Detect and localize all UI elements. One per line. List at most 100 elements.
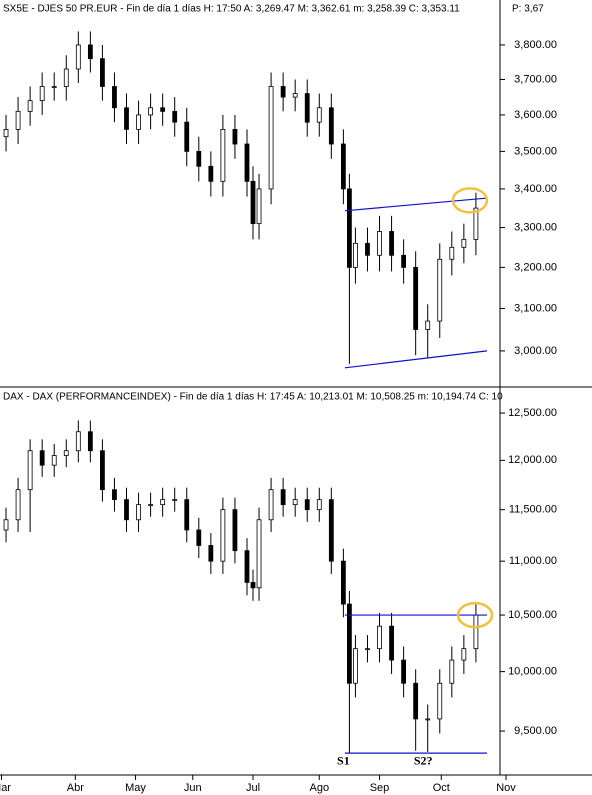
y-tick-label: 3,300.00 — [514, 221, 557, 233]
candle-body — [280, 489, 286, 506]
y-tick-label: 3,200.00 — [514, 261, 557, 273]
y-tick-label: 3,600.00 — [514, 109, 557, 121]
candle-body — [39, 86, 45, 102]
candle-body — [184, 499, 190, 531]
candle-body — [292, 93, 298, 98]
candle-body — [340, 560, 346, 605]
candle-body — [63, 68, 69, 87]
candle-body — [27, 100, 33, 112]
x-tick-label: Nov — [496, 782, 516, 794]
candle-body — [124, 499, 129, 521]
candle-body — [244, 143, 250, 182]
x-tick-label: Oct — [433, 782, 450, 794]
x-tick-label: Mar — [0, 782, 11, 794]
candle-body — [136, 114, 141, 130]
candle-body — [461, 238, 467, 248]
candle-body — [220, 509, 226, 562]
candle-body — [256, 519, 262, 589]
candle-body — [280, 86, 286, 98]
candle-body — [15, 110, 21, 130]
candle-body — [413, 266, 419, 330]
candle-body — [425, 320, 431, 330]
candle-body — [268, 489, 274, 521]
candle-body — [124, 107, 129, 130]
candle-body — [100, 58, 105, 87]
candle-body — [328, 499, 334, 562]
x-tick-label: Abr — [67, 782, 84, 794]
candle-body — [449, 246, 455, 260]
candle-body — [136, 504, 141, 521]
candle-body — [232, 129, 238, 145]
candle-body — [365, 242, 370, 256]
candle-body — [425, 718, 431, 721]
candle-body — [112, 489, 117, 501]
candle-body — [437, 258, 443, 322]
candle-body — [353, 648, 358, 684]
highlight-ellipse — [451, 187, 489, 214]
candle-body — [401, 659, 407, 684]
candle-body — [172, 499, 178, 502]
highlight-ellipse — [456, 601, 494, 629]
candle-body — [196, 529, 202, 546]
candle-body — [346, 603, 352, 684]
y-tick-label: 10,000.00 — [508, 666, 557, 678]
candle-body — [377, 231, 382, 256]
trend-line — [344, 197, 488, 212]
candle-body — [63, 450, 69, 456]
candle-body — [75, 431, 81, 452]
candle-body — [389, 625, 394, 661]
candle-body — [346, 188, 352, 268]
candle-body — [87, 431, 93, 452]
candle-body — [473, 614, 479, 650]
candle-body — [268, 86, 274, 190]
header: SX5E - DJES 50 PR.EUR - Fin de día 1 día… — [3, 4, 460, 15]
candle-body — [160, 107, 166, 112]
candle-body — [232, 509, 238, 552]
candle-body — [316, 499, 322, 511]
x-tick-label: Ago — [309, 782, 329, 794]
candle-body — [172, 110, 178, 123]
candle-body — [51, 455, 57, 466]
candle-body — [389, 231, 394, 256]
candle-body — [244, 550, 250, 583]
candle-body — [461, 648, 467, 661]
candle-body — [340, 143, 346, 190]
candle-body — [208, 545, 214, 562]
trend-line — [344, 350, 488, 369]
y-tick-label: 11,000.00 — [509, 555, 557, 567]
candle-body — [100, 450, 105, 491]
y-tick-label: 3,800.00 — [514, 39, 557, 51]
candle-body — [413, 682, 419, 720]
candle-body — [437, 682, 443, 720]
candle-body — [473, 207, 479, 240]
y-tick-label: 3,000.00 — [514, 345, 557, 357]
candle-body — [148, 504, 154, 507]
candle-body — [353, 242, 358, 268]
candle-body — [87, 44, 93, 60]
candle-body — [304, 93, 310, 123]
y-tick-label: 12,500.00 — [508, 407, 557, 419]
candle-body — [328, 107, 334, 145]
candle-body — [196, 150, 202, 167]
annotation: S2? — [414, 754, 433, 768]
x-tick-label: Sep — [370, 782, 390, 794]
x-tick-label: Jun — [184, 782, 202, 794]
candle-body — [27, 450, 33, 491]
candle-body — [304, 499, 310, 511]
candle-body — [15, 489, 21, 521]
y-tick-label: 3,700.00 — [514, 73, 557, 85]
annotation: S1 — [337, 754, 350, 768]
header-extra: P: 3,67 — [512, 4, 544, 15]
y-tick-label: 10,500.00 — [508, 609, 557, 621]
x-tick-label: May — [125, 782, 146, 794]
y-tick-label: 9,500.00 — [514, 725, 557, 737]
candle-body — [112, 86, 117, 109]
candle-body — [148, 107, 154, 116]
candle-body — [3, 129, 9, 138]
candle-body — [75, 44, 81, 70]
candle-body — [184, 121, 190, 152]
candle-body — [51, 86, 57, 88]
y-tick-label: 3,400.00 — [514, 183, 557, 195]
candle-body — [292, 499, 298, 506]
